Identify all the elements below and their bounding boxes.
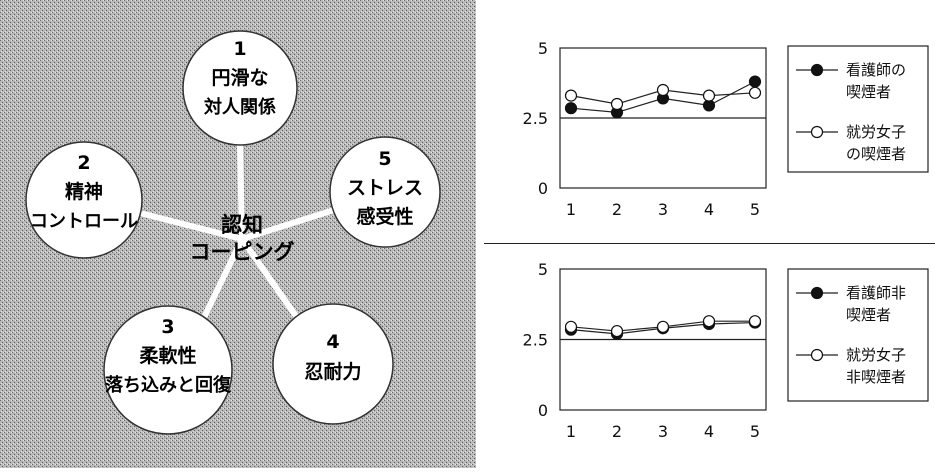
- spoke-2: [137, 210, 245, 242]
- node-3-line1: 柔軟性: [139, 344, 196, 367]
- data-point: [610, 97, 624, 111]
- legend-label-line2: 喫煙者: [846, 83, 891, 101]
- data-point: [564, 320, 578, 333]
- legend-label-line1: 就労女子: [846, 123, 906, 141]
- legend-label-line2: 非喫煙者: [846, 368, 906, 386]
- x-tick-label: 2: [612, 422, 622, 441]
- y-tick-label: 5: [538, 260, 548, 279]
- data-point: [748, 86, 762, 99]
- x-tick-label: 3: [658, 200, 668, 219]
- node-5-circle: [329, 136, 441, 248]
- legend-label-line1: 就労女子: [846, 346, 906, 364]
- data-point: [564, 89, 578, 102]
- x-tick-label: 5: [750, 422, 760, 441]
- panel-divider: [484, 243, 935, 244]
- legend-label-line2: の喫煙者: [846, 145, 906, 163]
- charts-panel: 0 2.5 5 1 2 3 4 5 看護師の 喫煙者 就労女子 の喫煙者 0 2.5 5 1 2 3 4 5 看護師非喫…: [484, 0, 935, 468]
- data-point: [610, 324, 624, 338]
- legend-label-line2: 喫煙者: [846, 306, 891, 324]
- legend-label-line1: 看護師の: [846, 61, 906, 79]
- data-point: [564, 102, 578, 115]
- node-1-line1: 円滑な: [211, 67, 268, 89]
- y-tick-label: 0: [538, 179, 548, 198]
- coping-diagram: 認知 コーピング 1 円滑な 対人関係 2 精神 コントロール 5 ス: [0, 0, 476, 468]
- legend-marker: [810, 63, 824, 77]
- node-1-line2: 対人関係: [203, 96, 276, 118]
- node-2-line2: コントロール: [30, 211, 138, 232]
- y-tick-label: 2.5: [523, 109, 548, 128]
- node-4-number: 4: [326, 331, 339, 353]
- data-point: [748, 75, 762, 88]
- x-tick-label: 3: [658, 422, 668, 441]
- center-line1: 認知: [221, 213, 263, 237]
- spoke-4: [239, 236, 301, 322]
- node-4-circle: [272, 303, 394, 425]
- node-5-line2: 感受性: [356, 205, 413, 228]
- data-point: [656, 83, 670, 97]
- node-2-line1: 精神: [65, 180, 103, 203]
- x-tick-label: 2: [612, 200, 622, 219]
- node-4-line1: 忍耐力: [304, 360, 361, 383]
- coping-diagram-svg: 認知 コーピング 1 円滑な 対人関係 2 精神 コントロール 5 ス: [0, 0, 476, 468]
- node-2-number: 2: [77, 152, 90, 174]
- y-tick-label: 2.5: [523, 331, 548, 350]
- legend-box: [787, 45, 929, 173]
- node-4: 4 忍耐力: [272, 303, 394, 425]
- node-3: 3 柔軟性 落ち込みと回復: [103, 305, 233, 435]
- node-3-number: 3: [161, 316, 174, 338]
- data-point: [702, 315, 716, 328]
- node-1: 1 円滑な 対人関係: [182, 30, 298, 146]
- node-5-number: 5: [378, 148, 391, 170]
- node-1-number: 1: [233, 38, 246, 60]
- legend-marker: [810, 348, 824, 362]
- node-3-circle: [103, 305, 233, 435]
- x-tick-label: 4: [704, 200, 714, 219]
- center-line2: コーピング: [190, 240, 295, 264]
- legend-marker: [810, 286, 824, 300]
- x-tick-label: 5: [750, 200, 760, 219]
- y-tick-label: 5: [538, 39, 548, 58]
- spoke-1: [237, 142, 245, 242]
- center-node: 認知 コーピング: [190, 213, 295, 264]
- data-point: [656, 320, 670, 333]
- node-2-circle: [25, 141, 143, 259]
- x-tick-label: 1: [566, 200, 576, 219]
- node-3-line2: 落ち込みと回復: [105, 374, 232, 396]
- data-point: [702, 89, 716, 102]
- data-point: [748, 315, 762, 328]
- legend-label-line1: 看護師非: [846, 284, 906, 302]
- x-tick-label: 4: [704, 422, 714, 441]
- legend-marker: [810, 125, 824, 139]
- node-2: 2 精神 コントロール: [25, 141, 143, 259]
- node-1-circle: [182, 30, 298, 146]
- spoke-5: [239, 207, 337, 242]
- node-5-line1: ストレス: [347, 177, 423, 199]
- y-tick-label: 0: [538, 401, 548, 420]
- node-5: 5 ストレス 感受性: [329, 136, 441, 248]
- x-tick-label: 1: [566, 422, 576, 441]
